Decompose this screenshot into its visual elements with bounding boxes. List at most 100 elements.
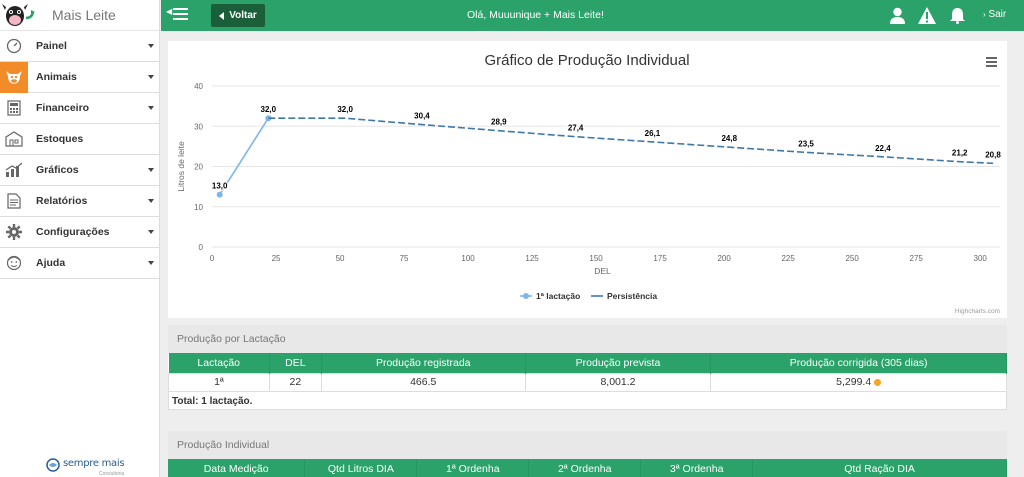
data-point xyxy=(216,191,223,198)
x-tick-label: 250 xyxy=(845,254,859,263)
x-tick-label: 225 xyxy=(781,254,795,263)
y-tick-label: 0 xyxy=(199,243,204,252)
cell-value: 1ª xyxy=(214,376,224,388)
chevron-left-icon xyxy=(219,11,225,20)
column-header: Qtd Litros DIA xyxy=(304,459,418,477)
sidebar-item-label: Ajuda xyxy=(36,257,66,269)
chart-credit: Highcharts.com xyxy=(955,308,1000,315)
user-icon[interactable] xyxy=(889,5,905,25)
data-label: 22,4 xyxy=(875,144,891,153)
topbar: ◀ Voltar Olá, Muuunique + Mais Leite! › … xyxy=(161,0,1024,31)
warehouse-icon xyxy=(0,124,28,155)
data-label: 27,4 xyxy=(568,124,584,133)
lactation-total: Total: 1 lactação. xyxy=(168,391,1007,410)
table-cell: 22 xyxy=(268,372,322,392)
column-header: 1ª Ordenha xyxy=(416,459,530,477)
cell-value: 466.5 xyxy=(410,376,437,388)
back-button[interactable]: Voltar xyxy=(211,4,265,27)
sidebar-menu: Painel Animais Financeiro Estoques Gráficos R… xyxy=(0,31,159,279)
individual-table-header: Data Medição Qtd Litros DIA 1ª Ordenha 2ª O… xyxy=(168,459,1007,477)
data-label: 24,8 xyxy=(721,134,737,143)
lactation-table-header: Lactação DEL Produção registrada Produção p… xyxy=(168,353,1007,373)
data-label: 32,0 xyxy=(337,105,353,114)
table-cell: 1ª xyxy=(168,372,270,392)
hamburger-menu-icon[interactable] xyxy=(173,8,188,23)
production-chart: Gráfico de Produção Individual 0 10 20 30 40 0… xyxy=(176,52,1002,315)
legend-marker-0 xyxy=(523,293,529,299)
logout-chevron-icon: › xyxy=(983,10,986,19)
data-label: 26,1 xyxy=(645,129,661,138)
column-header: 2ª Ordenha xyxy=(528,459,642,477)
x-tick-label: 150 xyxy=(589,254,603,263)
x-tick-label: 300 xyxy=(974,254,988,263)
chart-export-menu-icon[interactable] xyxy=(986,57,997,69)
column-header: Qtd Ração DIA xyxy=(752,459,1007,477)
document-icon xyxy=(0,186,28,217)
sidebar-item-painel[interactable]: Painel xyxy=(0,31,159,62)
sidebar: Mais Leite Painel Animais Financeiro Estoqu… xyxy=(0,0,160,477)
sidebar-item-label: Estoques xyxy=(36,133,84,145)
lactation-panel-title: Produção por Lactação xyxy=(168,325,1007,353)
data-label: 32,0 xyxy=(261,105,277,114)
caret-down-icon xyxy=(148,199,154,203)
column-header: Produção registrada xyxy=(321,353,526,373)
brand[interactable]: Mais Leite xyxy=(0,0,159,31)
data-label: 30,4 xyxy=(414,112,430,121)
y-axis-label: Litros de leite xyxy=(176,141,186,192)
y-tick-label: 10 xyxy=(194,203,203,212)
bell-icon[interactable] xyxy=(949,5,965,25)
sidebar-item-relatorios[interactable]: Relatórios xyxy=(0,186,159,217)
data-label: 23,5 xyxy=(798,139,814,148)
sidebar-item-animais[interactable]: Animais xyxy=(0,61,159,93)
individual-panel-title: Produção Individual xyxy=(168,431,1007,459)
gear-icon xyxy=(0,217,28,248)
caret-down-icon xyxy=(148,44,154,48)
series-line-1 xyxy=(268,117,994,165)
back-button-label: Voltar xyxy=(229,10,257,21)
sidebar-item-label: Configurações xyxy=(36,226,110,238)
sidebar-item-ajuda[interactable]: Ajuda xyxy=(0,248,159,279)
x-tick-label: 0 xyxy=(210,254,215,263)
caret-down-icon xyxy=(148,261,154,265)
x-tick-label: 100 xyxy=(461,254,475,263)
logout-link[interactable]: › Sair xyxy=(983,9,1006,20)
sidebar-item-estoques[interactable]: Estoques xyxy=(0,124,159,155)
x-tick-label: 275 xyxy=(910,254,924,263)
x-axis-label: DEL xyxy=(594,266,611,276)
production-chart-panel: Gráfico de Produção Individual 0 10 20 30 40 0… xyxy=(168,41,1007,318)
app-name: Mais Leite xyxy=(52,7,116,23)
table-cell: 5,299.4 xyxy=(710,372,1007,392)
caret-down-icon xyxy=(148,106,154,110)
sempre-mais-mark-icon xyxy=(46,458,60,472)
face-icon xyxy=(0,248,28,279)
x-tick-label: 75 xyxy=(400,254,409,263)
cell-value: 8,001.2 xyxy=(600,376,636,388)
individual-table: Data Medição Qtd Litros DIA 1ª Ordenha 2ª O… xyxy=(168,459,1007,477)
data-label: 28,9 xyxy=(491,118,507,127)
table-cell: 466.5 xyxy=(320,372,526,392)
data-label: 20,8 xyxy=(985,150,1001,159)
sidebar-item-label: Financeiro xyxy=(36,102,90,114)
sidebar-item-graficos[interactable]: Gráficos xyxy=(0,155,159,186)
column-header: 3ª Ordenha xyxy=(640,459,754,477)
cell-value: 5,299.4 xyxy=(836,376,872,388)
chart-title: Gráfico de Produção Individual xyxy=(484,52,689,69)
calculator-icon xyxy=(0,93,28,124)
legend-item: Persistência xyxy=(607,291,657,301)
caret-down-icon xyxy=(148,168,154,172)
sempre-mais-text: sempre mais xyxy=(63,458,125,469)
sidebar-item-configuracoes[interactable]: Configurações xyxy=(0,217,159,248)
column-header: Produção prevista xyxy=(525,353,712,373)
table-cell: 8,001.2 xyxy=(524,372,712,392)
y-tick-label: 20 xyxy=(194,163,203,172)
data-label: 13,0 xyxy=(212,182,228,191)
table-row[interactable]: 1ª 22 466.5 8,001.2 5,299.4 xyxy=(168,372,1007,392)
sidebar-item-financeiro[interactable]: Financeiro xyxy=(0,93,159,124)
y-tick-label: 40 xyxy=(194,82,203,91)
sidebar-item-label: Painel xyxy=(36,40,67,52)
column-header: Lactação xyxy=(168,353,270,373)
collapse-left-icon[interactable]: ◀ xyxy=(166,7,173,16)
bar-chart-icon xyxy=(0,155,28,186)
legend-item: 1ª lactação xyxy=(536,291,580,301)
warning-icon[interactable] xyxy=(918,5,936,25)
